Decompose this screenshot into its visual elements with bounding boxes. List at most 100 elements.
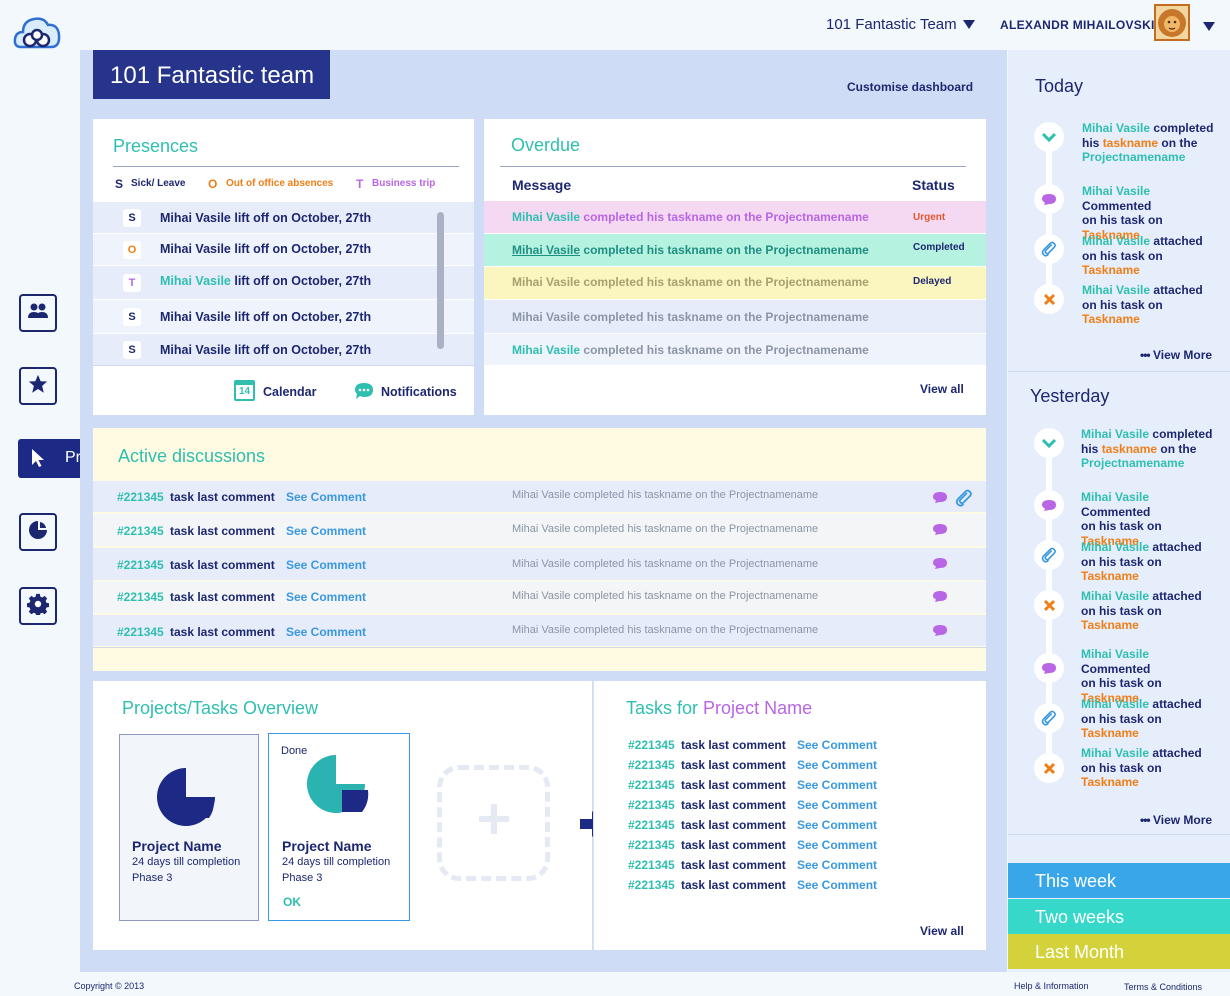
see-comment-link[interactable]: See Comment — [797, 778, 878, 792]
overdue-row[interactable]: Mihai Vasile completed his taskname on t… — [484, 234, 986, 266]
activity-user: Mihai Vasile — [1082, 283, 1151, 297]
comment-icon[interactable] — [932, 491, 948, 509]
overdue-text: completed his taskname on the Projectnam… — [583, 243, 869, 257]
avatar[interactable] — [1154, 4, 1190, 41]
comment-icon[interactable] — [932, 590, 948, 608]
see-comment-link[interactable]: See Comment — [797, 798, 878, 812]
overdue-row[interactable]: Mihai Vasile completed his taskname on t… — [484, 201, 986, 233]
logo-icon[interactable] — [13, 13, 61, 51]
see-comment-link[interactable]: See Comment — [797, 858, 878, 872]
today-title: Today — [1035, 76, 1084, 96]
activity-item[interactable]: Mihai Vasile Commented on his task on Ta… — [1081, 490, 1221, 548]
user-dropdown-icon[interactable] — [1203, 22, 1215, 31]
filter-this-week[interactable]: This week — [1008, 863, 1230, 898]
project-ok-button[interactable]: OK — [283, 895, 301, 909]
activity-user: Mihai Vasile — [1082, 121, 1151, 135]
task-label: task last comment — [681, 838, 786, 852]
customise-dashboard-link[interactable]: Customise dashboard — [847, 80, 974, 94]
nav-team-button[interactable] — [19, 294, 57, 332]
activity-item[interactable]: Mihai Vasile attached on his task on Tas… — [1082, 283, 1222, 327]
discussion-row[interactable]: #221345 task last comment See Comment Mi… — [93, 481, 986, 512]
see-comment-link[interactable]: See Comment — [797, 758, 878, 772]
task-label: task last comment — [681, 798, 786, 812]
task-row[interactable]: #221345 task last comment See Comment — [628, 738, 928, 758]
nav-settings-button[interactable] — [19, 587, 57, 625]
overdue-view-all[interactable]: View all — [920, 382, 964, 396]
project-card[interactable]: Project Name 24 days till completion Pha… — [119, 734, 259, 921]
see-comment-link[interactable]: See Comment — [286, 590, 367, 604]
task-row[interactable]: #221345 task last comment See Comment — [628, 778, 928, 798]
attachment-icon[interactable] — [955, 489, 973, 512]
presence-name: Mihai Vasile — [160, 343, 231, 357]
activity-mid: his — [1082, 135, 1100, 150]
filter-last-month[interactable]: Last Month — [1008, 934, 1230, 969]
activity-task: Taskname — [1082, 312, 1140, 326]
overdue-row[interactable]: Mihai Vasile completed his taskname on t… — [484, 267, 986, 299]
activity-item[interactable]: Mihai Vasile completed his taskname on t… — [1081, 427, 1221, 471]
see-comment-link[interactable]: See Comment — [286, 625, 367, 639]
see-comment-link[interactable]: See Comment — [286, 524, 367, 538]
presences-scrollbar[interactable] — [437, 212, 444, 349]
yesterday-view-more[interactable]: ••• View More — [1140, 813, 1212, 827]
comment-icon[interactable] — [932, 557, 948, 575]
nav-favorites-button[interactable] — [19, 367, 57, 405]
add-project-button[interactable] — [437, 765, 550, 881]
presence-row[interactable]: T Mihai Vasile lift off on October, 27th — [93, 266, 474, 299]
notifications-button[interactable]: Notifications — [354, 382, 464, 404]
see-comment-link[interactable]: See Comment — [286, 558, 367, 572]
task-row[interactable]: #221345 task last comment See Comment — [628, 858, 928, 878]
overdue-row[interactable]: Mihai Vasile completed his taskname on t… — [484, 334, 986, 365]
comment-icon[interactable] — [932, 523, 948, 541]
help-link[interactable]: Help & Information — [1014, 981, 1089, 991]
discussion-row[interactable]: #221345 task last comment See Comment Mi… — [93, 514, 986, 546]
activity-verb: Commented — [1081, 504, 1151, 519]
activity-item[interactable]: Mihai Vasile attached on his task on Tas… — [1081, 697, 1221, 741]
team-dropdown-icon[interactable] — [963, 20, 975, 29]
see-comment-link[interactable]: See Comment — [797, 818, 878, 832]
task-row[interactable]: #221345 task last comment See Comment — [628, 758, 928, 778]
presence-row[interactable]: S Mihai Vasile lift off on October, 27th — [93, 334, 474, 365]
discussion-row[interactable]: #221345 task last comment See Comment Mi… — [93, 615, 986, 646]
activity-item[interactable]: Mihai Vasile Commented on his task on Ta… — [1081, 647, 1221, 705]
presence-text: Mihai Vasile lift off on October, 27th — [160, 242, 371, 256]
discussion-row[interactable]: #221345 task last comment See Comment Mi… — [93, 548, 986, 580]
task-row[interactable]: #221345 task last comment See Comment — [628, 798, 928, 818]
see-comment-link[interactable]: See Comment — [797, 878, 878, 892]
filter-two-weeks[interactable]: Two weeks — [1008, 899, 1230, 934]
presence-row[interactable]: S Mihai Vasile lift off on October, 27th — [93, 202, 474, 233]
attachment-icon — [1041, 241, 1056, 257]
activity-item[interactable]: Mihai Vasile attached on his task on Tas… — [1081, 746, 1221, 790]
see-comment-link[interactable]: See Comment — [797, 838, 878, 852]
today-view-more[interactable]: ••• View More — [1140, 348, 1212, 362]
comment-icon[interactable] — [932, 624, 948, 642]
tasks-view-all[interactable]: View all — [920, 924, 964, 938]
discussion-message: Mihai Vasile completed his taskname on t… — [512, 489, 819, 501]
user-name[interactable]: ALEXANDR MIHAILOVSKI — [1000, 18, 1155, 32]
overdue-name: Mihai Vasile — [512, 343, 581, 357]
legend-code-sick: S — [115, 177, 124, 191]
activity-item[interactable]: Mihai Vasile attached on his task on Tas… — [1081, 589, 1221, 633]
activity-item[interactable]: Mihai Vasile attached on his task on Tas… — [1082, 234, 1222, 278]
presence-detail: lift off on October, 27th — [234, 274, 372, 288]
team-selector[interactable]: 101 Fantastic Team — [826, 16, 957, 33]
calendar-button[interactable]: 14 Calendar — [234, 380, 324, 404]
see-comment-link[interactable]: See Comment — [286, 490, 367, 504]
overdue-row[interactable]: Mihai Vasile completed his taskname on t… — [484, 300, 986, 333]
nav-reports-button[interactable] — [19, 513, 57, 551]
task-row[interactable]: #221345 task last comment See Comment — [628, 818, 928, 838]
task-row[interactable]: #221345 task last comment See Comment — [628, 838, 928, 858]
activity-item[interactable]: Mihai Vasile attached on his task on Tas… — [1081, 540, 1221, 584]
task-row[interactable]: #221345 task last comment See Comment — [628, 878, 928, 898]
presence-row[interactable]: O Mihai Vasile lift off on October, 27th — [93, 234, 474, 265]
activity-item[interactable]: Mihai Vasile completed his taskname on t… — [1082, 121, 1222, 165]
calendar-label: Calendar — [263, 385, 317, 399]
see-comment-link[interactable]: See Comment — [797, 738, 878, 752]
presence-row[interactable]: S Mihai Vasile lift off on October, 27th — [93, 300, 474, 333]
discussion-row[interactable]: #221345 task last comment See Comment Mi… — [93, 581, 986, 613]
activity-item[interactable]: Mihai Vasile Commented on his task on Ta… — [1082, 184, 1222, 242]
view-more-label: View More — [1152, 348, 1213, 362]
discussion-label: task last comment — [170, 590, 275, 604]
terms-link[interactable]: Terms & Conditions — [1124, 982, 1203, 992]
project-card[interactable]: Done Project Name 24 days till completio… — [268, 733, 410, 921]
divider — [1008, 834, 1230, 835]
